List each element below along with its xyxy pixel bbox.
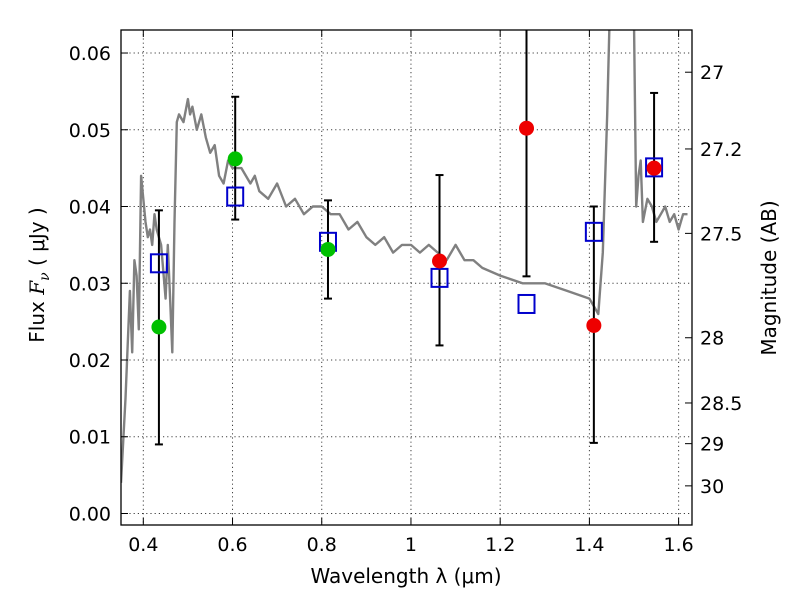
model-squares <box>149 157 664 314</box>
observed-flux-point <box>518 120 534 136</box>
x-tick-label: 0.6 <box>217 534 247 556</box>
y-tick-label: 0.04 <box>69 197 111 219</box>
x-axis-title: Wavelength λ (μm) <box>310 564 501 588</box>
y-axis-ticks: 0.00 0.01 0.02 0.03 0.04 0.05 0.06 <box>69 43 128 525</box>
magnitude-axis-title: Magnitude (AB) <box>757 200 781 355</box>
y-tick-label: 0.00 <box>69 503 111 525</box>
magnitude-tick-label: 27.5 <box>700 223 742 245</box>
y-tick-label: 0.01 <box>69 427 111 449</box>
model-flux-square <box>584 221 603 242</box>
model-flux-square <box>645 157 664 178</box>
plot-frame <box>120 29 693 526</box>
observed-flux-point <box>586 317 602 333</box>
y-axis-title-prefix: Flux <box>25 295 49 343</box>
y-tick-label: 0.02 <box>69 350 111 372</box>
y-tick-label: 0.05 <box>69 120 111 142</box>
magnitude-tick-label: 29 <box>700 434 724 456</box>
magnitude-tick-label: 27.2 <box>700 139 742 161</box>
model-flux-square <box>517 293 536 314</box>
magnitude-tick-label: 27 <box>700 62 724 84</box>
y-axis-title-unit: ( μJy ) <box>25 207 49 272</box>
model-flux-square <box>430 267 449 288</box>
x-tick-label: 1.2 <box>485 534 515 556</box>
observed-flux-point <box>432 253 448 269</box>
x-tick-label: 0.8 <box>307 534 337 556</box>
model-flux-square <box>149 253 168 274</box>
y-tick-label: 0.03 <box>69 273 111 295</box>
observed-flux-point <box>151 319 167 335</box>
y-axis-title: Flux Fν ( μJy ) <box>25 207 53 342</box>
x-tick-label: 1 <box>405 534 417 556</box>
x-tick-label: 1.4 <box>574 534 604 556</box>
x-tick-label: 0.4 <box>128 534 158 556</box>
y-axis-title-sub: ν <box>37 272 53 281</box>
template-spectrum-line <box>121 30 688 483</box>
magnitude-tick-label: 28.5 <box>700 393 742 415</box>
grid <box>121 30 692 525</box>
observed-flux-point <box>646 160 662 176</box>
observed-flux-point <box>227 151 243 167</box>
y-tick-label: 0.06 <box>69 43 111 65</box>
magnitude-tick-label: 28 <box>700 328 724 350</box>
observed-flux-point <box>320 241 336 257</box>
observed-points <box>151 120 662 335</box>
magnitude-axis-ticks: 27 27.2 27.5 28 28.5 29 30 <box>685 62 742 498</box>
y-axis-title-var: F <box>25 280 49 296</box>
x-axis-ticks: 0.4 0.6 0.8 1 1.2 1.4 1.6 <box>128 30 694 556</box>
model-flux-square <box>226 186 245 207</box>
magnitude-tick-label: 30 <box>700 476 724 498</box>
x-tick-label: 1.6 <box>664 534 694 556</box>
